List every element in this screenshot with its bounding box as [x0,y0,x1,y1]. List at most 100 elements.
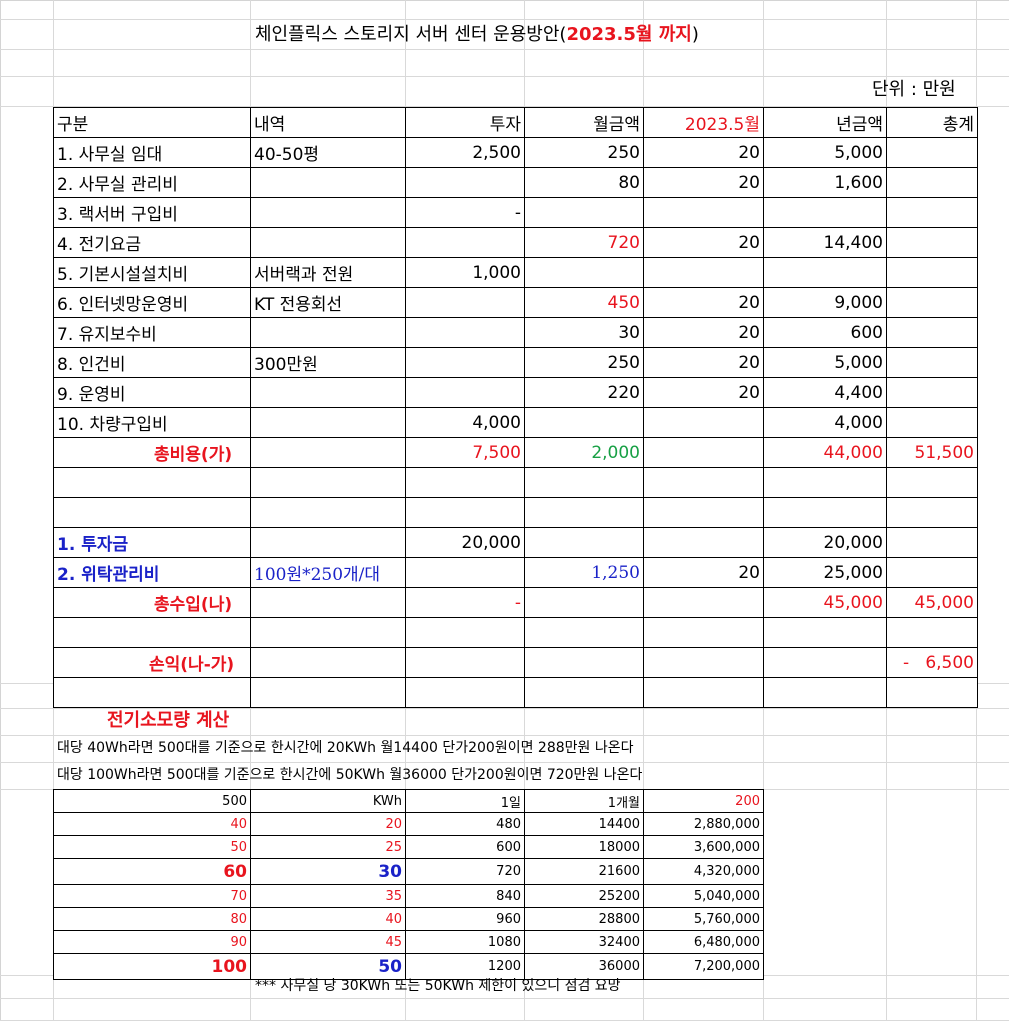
profit-details [250,647,406,678]
power-row: 100 50 1200 36000 7,200,000 [53,953,764,980]
row-details [250,227,406,258]
total-income-months [643,587,764,618]
header-annual: 년금액 [763,107,887,138]
income-months: 20 [643,557,764,588]
table-row: 9. 운영비 220 20 4,400 [53,377,978,408]
income-annual: 20,000 [763,527,887,558]
income-total [886,527,978,558]
row-total [886,317,978,348]
title-prefix: 체인플릭스 스토리지 서버 센터 운용방안( [255,24,567,45]
total-income-investment: - [405,587,525,618]
income-investment: 20,000 [405,527,525,558]
total-cost-monthly: 2,000 [524,437,644,468]
row-annual: 9,000 [763,287,887,318]
row-details [250,407,406,438]
row-months: 20 [643,167,764,198]
budget-table: 구분 내역 투자 월금액 2023.5월 년금액 총계 1. 사무실 임대 40… [53,107,978,708]
profit-months [643,647,764,678]
row-total [886,227,978,258]
table-row: 1. 사무실 임대 40-50평 2,500 250 20 5,000 [53,137,978,168]
profit-annual [763,647,887,678]
row-total [886,167,978,198]
power-heading: 전기소모량 계산 [107,710,230,731]
power-cost: 7,200,000 [643,953,764,980]
power-line-2: 대당 100Wh라면 500대를 기준으로 한시간에 50KWh 월36000 … [57,767,643,783]
row-investment [405,347,525,378]
income-investment [405,557,525,588]
power-row: 90 45 1080 32400 6,480,000 [53,930,764,954]
row-monthly: 80 [524,167,644,198]
profit-row: 손익(나-가) - 6,500 [53,647,978,678]
total-cost-row: 총비용(가) 7,500 2,000 44,000 51,500 [53,437,978,468]
row-monthly: 30 [524,317,644,348]
unit-label: 단위 : 만원 [872,79,956,100]
power-note: *** 사무실 당 30KWh 또는 50KWh 제한이 있으니 점검 요망 [255,978,621,994]
power-month: 18000 [524,835,644,859]
power-cost: 6,480,000 [643,930,764,954]
row-total [886,287,978,318]
row-months: 20 [643,347,764,378]
power-row: 40 20 480 14400 2,880,000 [53,812,764,836]
row-investment [405,227,525,258]
empty-row [53,497,978,528]
power-cost: 2,880,000 [643,812,764,836]
row-annual: 5,000 [763,137,887,168]
income-monthly: 1,250 [524,557,644,588]
profit-investment [405,647,525,678]
power-row: 60 30 720 21600 4,320,000 [53,858,764,885]
power-header-day: 1일 [405,789,525,813]
row-annual: 1,600 [763,167,887,198]
table-row: 10. 차량구입비 4,000 4,000 [53,407,978,438]
power-month: 36000 [524,953,644,980]
row-details: 40-50평 [250,137,406,168]
table-row: 3. 랙서버 구입비 - [53,197,978,228]
header-category: 구분 [53,107,251,138]
income-category: 1. 투자금 [53,527,251,558]
income-total [886,557,978,588]
row-annual: 5,000 [763,347,887,378]
table-row: 8. 인건비 300만원 250 20 5,000 [53,347,978,378]
title-suffix: ) [691,24,699,45]
row-annual: 4,000 [763,407,887,438]
power-day: 600 [405,835,525,859]
row-investment [405,377,525,408]
row-monthly: 720 [524,227,644,258]
power-day: 1080 [405,930,525,954]
row-investment: 1,000 [405,257,525,288]
power-month: 21600 [524,858,644,885]
row-monthly: 450 [524,287,644,318]
row-investment [405,317,525,348]
power-kwh: 35 [250,884,406,908]
power-cost: 5,760,000 [643,907,764,931]
row-months: 20 [643,317,764,348]
page-title: 체인플릭스 스토리지 서버 센터 운용방안(2023.5월 까지) [255,26,699,44]
header-months: 2023.5월 [643,107,764,138]
header-total: 총계 [886,107,978,138]
power-table: 500 KWh 1일 1개월 200 40 20 480 14400 2,880… [53,789,764,980]
total-income-monthly [524,587,644,618]
power-kwh: 25 [250,835,406,859]
empty-row [53,467,978,498]
row-category: 10. 차량구입비 [53,407,251,438]
power-day: 840 [405,884,525,908]
power-header-month: 1개월 [524,789,644,813]
power-kwh: 45 [250,930,406,954]
table-row: 4. 전기요금 720 20 14,400 [53,227,978,258]
row-total [886,197,978,228]
header-monthly: 월금액 [524,107,644,138]
row-category: 1. 사무실 임대 [53,137,251,168]
row-details [250,377,406,408]
total-income-row: 총수입(나) - 45,000 45,000 [53,587,978,618]
power-header-row: 500 KWh 1일 1개월 200 [53,789,764,813]
row-investment: 2,500 [405,137,525,168]
table-row: 6. 인터넷망운영비 KT 전용회선 450 20 9,000 [53,287,978,318]
power-header-kwh: KWh [250,789,406,813]
power-line-1: 대당 40Wh라면 500대를 기준으로 한시간에 20KWh 월14400 단… [57,740,634,756]
empty-row [53,677,978,708]
income-row: 1. 투자금 20,000 20,000 [53,527,978,558]
power-watts: 50 [53,835,251,859]
total-cost-details [250,437,406,468]
power-header-price: 200 [643,789,764,813]
row-annual [763,257,887,288]
header-investment: 투자 [405,107,525,138]
